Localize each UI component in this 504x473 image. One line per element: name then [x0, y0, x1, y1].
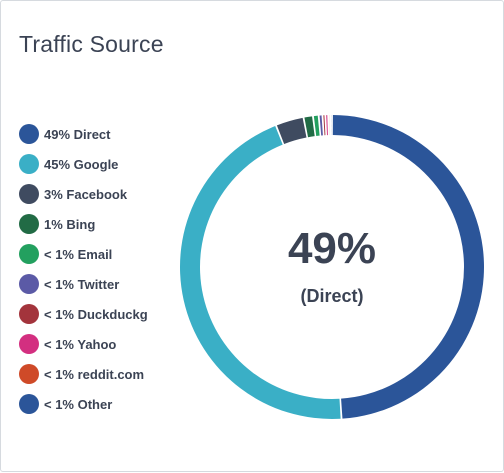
donut-slice[interactable] — [277, 118, 307, 144]
donut-slice[interactable] — [320, 115, 323, 135]
donut-slice[interactable] — [323, 115, 325, 135]
donut-slice[interactable] — [326, 115, 328, 135]
donut-slice[interactable] — [304, 116, 314, 137]
center-label: (Direct) — [300, 286, 363, 306]
donut-slice[interactable] — [314, 116, 320, 136]
center-value: 49% — [288, 224, 376, 273]
